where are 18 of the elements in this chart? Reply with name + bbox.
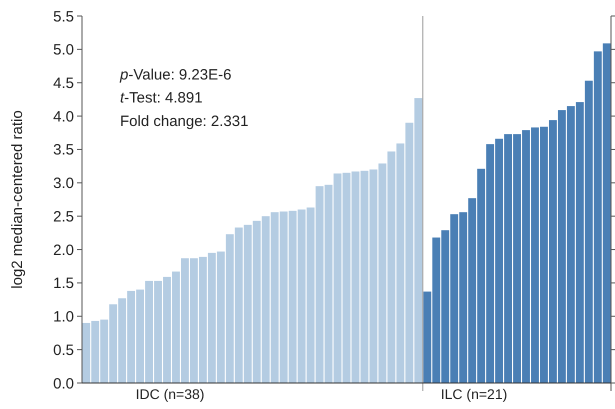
y-tick-label: 2.0 [53, 242, 74, 259]
annotation: t-Test: 4.891 [120, 90, 203, 107]
series-label: ILC (n=21) [440, 386, 508, 402]
y-tick-label: 1.5 [53, 275, 74, 292]
y-tick-label: 0.5 [53, 342, 74, 359]
annotation: Fold change: 2.331 [120, 112, 248, 130]
y-tick-label: 4.0 [53, 108, 74, 126]
y-tick-label: 4.5 [53, 74, 74, 92]
y-tick-label: 0.0 [53, 375, 74, 392]
y-tick-label: 1.0 [53, 308, 74, 326]
y-axis-title: log2 median-centered ratio [9, 110, 26, 289]
y-tick-label: 3.0 [53, 175, 74, 192]
y-tick-label: 5.5 [53, 8, 74, 26]
y-tick-label: 5.0 [53, 42, 74, 59]
y-tick-label: 2.5 [53, 208, 74, 226]
y-tick-label: 3.5 [53, 142, 74, 159]
series-label: IDC (n=38) [136, 386, 204, 402]
annotation: p-Value: 9.23E-6 [119, 66, 232, 84]
